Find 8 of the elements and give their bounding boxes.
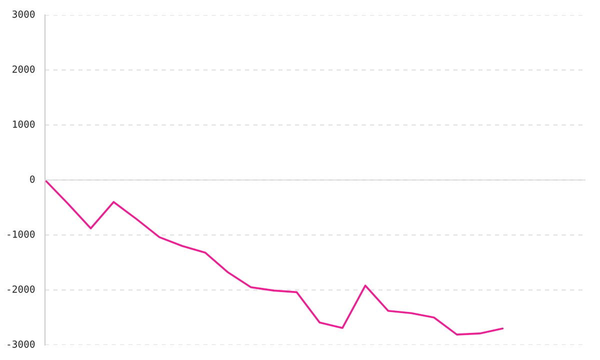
y-tick-label: 0	[30, 175, 35, 183]
y-tick-label: -3000	[8, 340, 35, 348]
y-tick-label: -1000	[8, 230, 35, 238]
y-tick-label: 1000	[13, 120, 35, 128]
y-tick-label: -2000	[8, 285, 35, 293]
y-tick-label: 3000	[12, 10, 35, 18]
line-series	[45, 179, 504, 336]
y-tick-label: 2000	[12, 65, 35, 73]
